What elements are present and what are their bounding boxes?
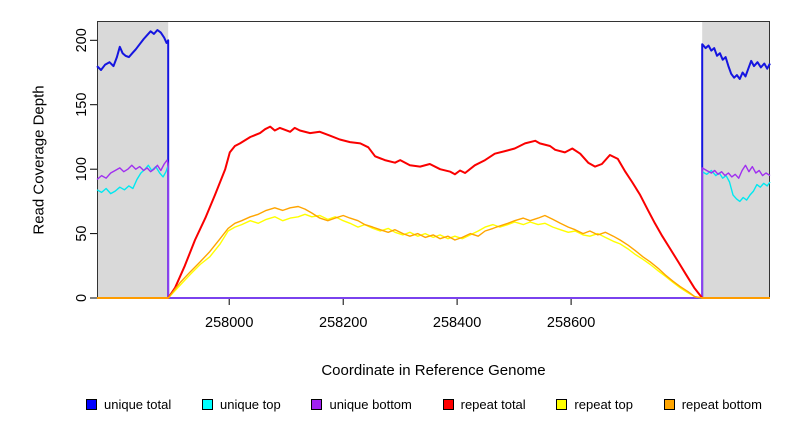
repeat-bottom-swatch-icon (663, 399, 675, 410)
x-tick-label: 258600 (547, 315, 595, 331)
unique-total-line (96, 29, 771, 299)
unique-bottom-swatch-icon (311, 399, 323, 410)
legend-label: unique total (104, 397, 172, 412)
legend-item-repeat-total: repeat total (442, 397, 526, 412)
repeat-total-swatch-icon (442, 399, 454, 410)
repeat-bottom-line (97, 205, 770, 299)
shaded-flank-region (702, 21, 770, 298)
legend-item-repeat-top: repeat top (556, 397, 633, 412)
unique-top-swatch-icon (201, 399, 213, 410)
legend-label: unique top (219, 397, 281, 412)
legend-label: unique bottom (329, 397, 412, 412)
shaded-flank-region (97, 21, 169, 298)
y-axis-title: Read Coverage Depth (30, 85, 48, 235)
y-tick-label: 150 (74, 93, 90, 117)
legend-label: repeat bottom (681, 397, 762, 412)
repeat-total-line (97, 125, 770, 299)
legend-label: repeat top (574, 397, 633, 412)
legend: unique total unique top unique bottom re… (86, 397, 762, 412)
unique-total-swatch-icon (86, 399, 97, 410)
x-tick-label: 258200 (319, 315, 367, 331)
x-tick-label: 258400 (433, 315, 481, 331)
y-tick-label: 50 (74, 226, 90, 242)
unique-bottom-line (96, 159, 771, 299)
legend-item-unique-total: unique total (86, 397, 171, 412)
legend-item-unique-bottom: unique bottom (311, 397, 412, 412)
y-tick-label: 100 (74, 157, 90, 181)
legend-label: repeat total (460, 397, 526, 412)
legend-item-unique-top: unique top (201, 397, 281, 412)
y-tick-label: 0 (74, 294, 90, 302)
repeat-top-line (97, 213, 770, 299)
x-axis-title: Coordinate in Reference Genome (321, 362, 546, 379)
legend-item-repeat-bottom: repeat bottom (663, 397, 762, 412)
x-tick-label: 258000 (205, 315, 253, 331)
repeat-top-swatch-icon (556, 399, 568, 410)
plot-box (97, 21, 770, 298)
y-tick-label: 200 (74, 28, 90, 52)
